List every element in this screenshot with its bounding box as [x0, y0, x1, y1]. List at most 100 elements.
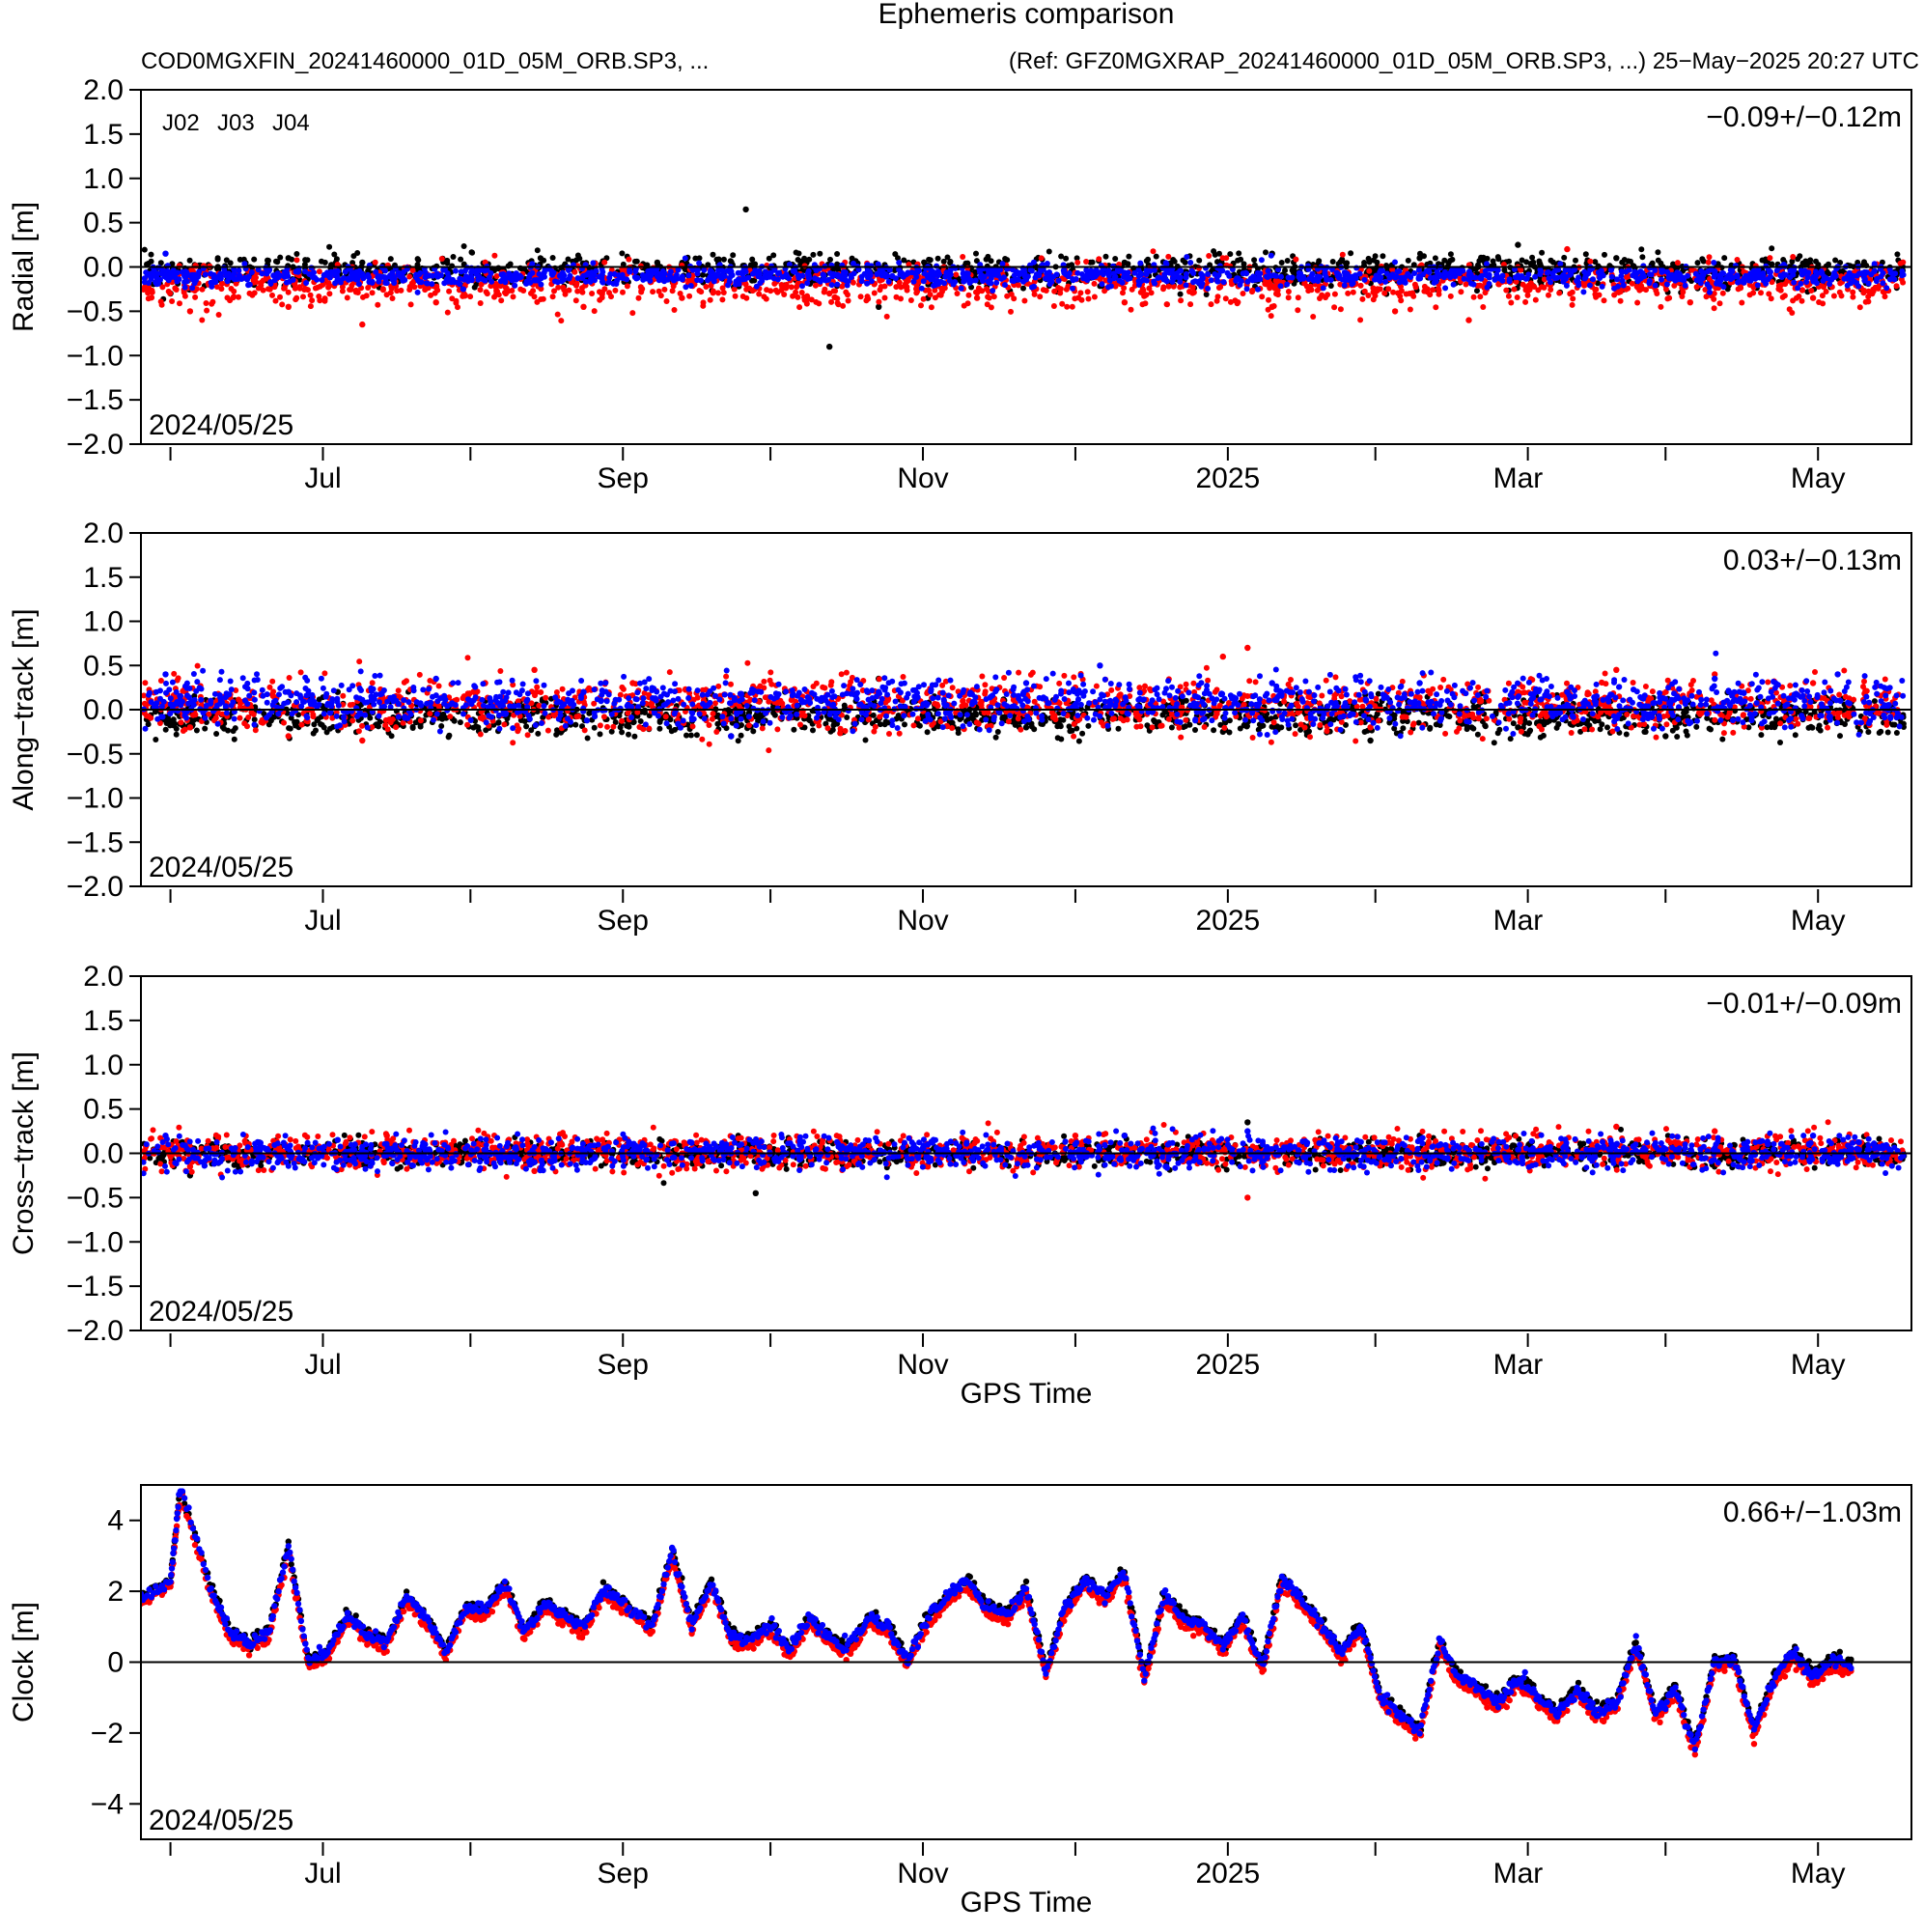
point-J04	[1682, 282, 1688, 289]
point-J02	[1180, 724, 1186, 731]
point-J02	[770, 252, 777, 259]
point-J03	[840, 302, 847, 309]
point-J04	[245, 273, 252, 280]
point-J04	[1320, 285, 1326, 292]
point-J02	[549, 255, 556, 261]
point-J04	[610, 280, 617, 287]
point-J04	[875, 261, 881, 267]
point-J03	[1520, 281, 1526, 288]
point-J04	[416, 279, 423, 286]
point-J04	[1199, 272, 1206, 279]
point-J03	[1819, 293, 1826, 299]
point-J03	[1643, 287, 1649, 294]
point-J03	[141, 287, 147, 293]
point-J03	[233, 280, 239, 287]
point-J03	[1458, 289, 1464, 295]
point-J03	[218, 280, 225, 287]
point-J03	[434, 287, 441, 294]
point-J03	[230, 294, 237, 301]
point-J04	[516, 272, 523, 279]
point-J03	[1084, 289, 1091, 295]
point-J03	[1165, 283, 1172, 290]
point-J02	[973, 258, 980, 265]
point-J03	[881, 294, 888, 301]
point-J04	[183, 272, 190, 279]
extreme-point-J03	[432, 299, 439, 306]
extreme-point-J03	[1564, 245, 1571, 253]
point-J03	[918, 302, 924, 309]
point-J04	[1618, 272, 1625, 279]
point-J03	[790, 293, 796, 299]
point-J04	[400, 277, 406, 284]
point-J03	[199, 317, 206, 323]
point-J02	[579, 723, 585, 730]
point-J03	[1734, 257, 1741, 263]
point-J04	[430, 272, 436, 279]
point-J03	[1273, 291, 1279, 297]
point-J04	[1729, 266, 1735, 273]
extreme-point-J03	[1391, 308, 1399, 315]
point-J03	[816, 300, 823, 307]
point-J03	[352, 289, 359, 295]
point-J04	[1523, 275, 1530, 282]
point-J03	[1548, 287, 1554, 293]
point-J02	[169, 261, 176, 267]
point-J04	[920, 278, 927, 285]
point-J04	[915, 267, 922, 274]
point-J02	[1541, 717, 1548, 724]
point-J03	[1213, 297, 1220, 304]
point-J03	[493, 291, 500, 297]
extreme-point-J04	[162, 250, 169, 257]
point-J02	[1342, 260, 1349, 266]
point-J02	[1655, 249, 1661, 256]
point-J04	[990, 288, 996, 294]
point-J04	[1492, 276, 1498, 283]
x-tick-label: Jul	[304, 462, 341, 494]
point-J04	[1889, 274, 1896, 281]
point-J03	[1850, 294, 1856, 300]
point-J02	[1447, 258, 1454, 264]
point-J04	[701, 266, 708, 273]
point-J02	[1693, 723, 1700, 730]
point-J03	[1374, 286, 1380, 293]
point-J04	[1883, 285, 1890, 292]
point-J03	[572, 297, 579, 304]
point-J02	[538, 255, 544, 262]
point-J04	[1060, 267, 1067, 274]
point-J03	[1532, 296, 1539, 303]
point-J04	[1574, 278, 1580, 284]
point-J03	[425, 285, 432, 292]
point-J03	[1503, 287, 1510, 294]
point-J04	[1554, 274, 1560, 281]
point-J03	[293, 296, 299, 303]
point-J03	[365, 285, 372, 291]
point-J03	[1790, 254, 1797, 260]
point-J04	[1070, 285, 1075, 292]
point-J04	[1217, 267, 1224, 274]
extreme-point-J04	[334, 267, 341, 275]
point-J03	[798, 290, 805, 295]
point-J03	[715, 290, 721, 296]
point-J04	[1734, 273, 1741, 280]
point-J03	[1820, 300, 1826, 307]
point-J04	[1334, 270, 1341, 277]
point-J04	[1795, 285, 1801, 292]
point-J04	[346, 276, 351, 283]
point-J04	[1538, 268, 1545, 275]
point-J04	[366, 274, 372, 281]
point-J04	[749, 270, 756, 277]
point-J04	[850, 260, 856, 266]
point-J02	[1329, 259, 1336, 265]
point-J04	[964, 270, 971, 277]
point-J03	[1285, 289, 1292, 294]
point-J03	[896, 279, 903, 286]
point-J04	[376, 278, 382, 285]
point-J04	[1717, 274, 1724, 280]
point-J04	[1725, 272, 1732, 279]
point-J04	[226, 274, 233, 281]
point-J03	[1121, 285, 1128, 292]
point-J04	[715, 267, 721, 273]
point-J04	[1155, 275, 1161, 281]
point-J04	[934, 268, 941, 275]
point-J03	[177, 300, 182, 307]
